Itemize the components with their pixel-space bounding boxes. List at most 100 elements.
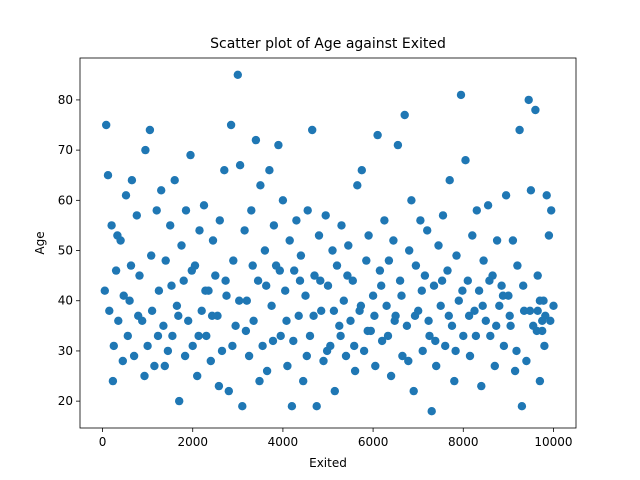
data-point xyxy=(172,301,182,310)
data-point xyxy=(317,306,326,315)
data-point xyxy=(402,321,412,330)
data-point xyxy=(319,356,328,366)
data-point xyxy=(299,376,308,386)
data-point xyxy=(233,70,242,80)
data-point xyxy=(310,271,319,280)
data-point xyxy=(506,321,515,330)
data-point xyxy=(154,286,164,295)
data-point xyxy=(175,396,184,406)
data-point xyxy=(522,356,531,366)
data-point xyxy=(490,361,499,371)
data-point xyxy=(121,191,131,200)
data-point xyxy=(471,331,481,341)
data-point xyxy=(535,296,545,305)
data-point xyxy=(251,135,261,145)
data-point xyxy=(515,125,524,135)
data-point xyxy=(505,311,514,320)
data-point xyxy=(335,321,344,330)
x-tick-label: 4000 xyxy=(268,435,299,449)
data-point xyxy=(452,251,461,260)
data-point xyxy=(542,191,551,200)
data-point xyxy=(437,276,447,285)
data-point xyxy=(519,306,529,315)
data-point xyxy=(208,236,218,245)
data-point xyxy=(282,316,291,325)
chart-title: Scatter plot of Age against Exited xyxy=(210,36,446,52)
data-point xyxy=(508,236,518,245)
y-tick-label: 70 xyxy=(58,143,73,157)
data-point xyxy=(468,231,477,240)
data-point xyxy=(538,326,547,336)
data-point xyxy=(294,311,303,320)
data-point xyxy=(123,331,132,341)
data-point xyxy=(321,211,330,220)
data-point xyxy=(303,206,312,215)
data-point xyxy=(247,206,256,215)
data-point xyxy=(517,402,527,411)
data-point xyxy=(170,176,179,185)
x-tick-label: 10000 xyxy=(534,435,572,449)
x-tick-label: 8000 xyxy=(448,435,479,449)
data-point xyxy=(339,296,348,305)
data-point xyxy=(274,140,283,150)
data-point xyxy=(501,191,511,200)
data-point xyxy=(485,276,494,285)
y-tick-label: 60 xyxy=(58,193,73,207)
x-tick-label: 0 xyxy=(99,435,107,449)
data-point xyxy=(267,301,276,310)
data-point xyxy=(407,196,416,205)
data-point xyxy=(350,341,359,351)
data-point xyxy=(474,286,484,295)
data-point xyxy=(371,361,380,371)
data-point xyxy=(187,266,196,275)
y-tick-label: 40 xyxy=(58,294,73,308)
data-point xyxy=(118,356,128,366)
data-point xyxy=(174,311,183,320)
data-point xyxy=(135,271,144,280)
data-point xyxy=(265,166,274,175)
data-point xyxy=(380,216,389,225)
data-point xyxy=(447,321,457,330)
data-point xyxy=(398,351,407,361)
data-point xyxy=(202,331,211,341)
data-point xyxy=(337,221,346,230)
data-point xyxy=(544,231,554,240)
y-axis-label: Age xyxy=(33,231,47,254)
data-point xyxy=(386,371,396,381)
data-point xyxy=(373,130,382,140)
data-point xyxy=(477,381,486,391)
data-point xyxy=(393,140,403,150)
data-point xyxy=(147,251,156,260)
data-point xyxy=(242,296,251,305)
data-point xyxy=(100,286,110,295)
data-point xyxy=(147,306,157,315)
data-point xyxy=(287,402,297,411)
data-point xyxy=(278,196,288,205)
data-point xyxy=(498,291,508,300)
data-point xyxy=(533,306,542,315)
data-point xyxy=(290,266,299,275)
data-point xyxy=(281,286,290,295)
data-point xyxy=(132,211,141,220)
data-point xyxy=(531,105,540,115)
data-point xyxy=(249,316,258,325)
data-point xyxy=(283,361,292,371)
data-point xyxy=(113,231,122,240)
data-point xyxy=(454,296,463,305)
data-point xyxy=(540,341,549,351)
data-points xyxy=(100,70,558,416)
x-tick-label: 2000 xyxy=(177,435,208,449)
data-point xyxy=(143,341,152,351)
data-point xyxy=(397,291,406,300)
data-point xyxy=(240,226,249,235)
data-point xyxy=(344,241,353,250)
data-point xyxy=(429,281,439,290)
data-point xyxy=(301,291,310,300)
data-point xyxy=(478,301,487,310)
data-point xyxy=(356,301,366,310)
data-point xyxy=(384,256,394,265)
data-point xyxy=(262,366,272,376)
data-point xyxy=(201,286,210,295)
data-point xyxy=(486,331,495,341)
data-point xyxy=(464,311,474,320)
